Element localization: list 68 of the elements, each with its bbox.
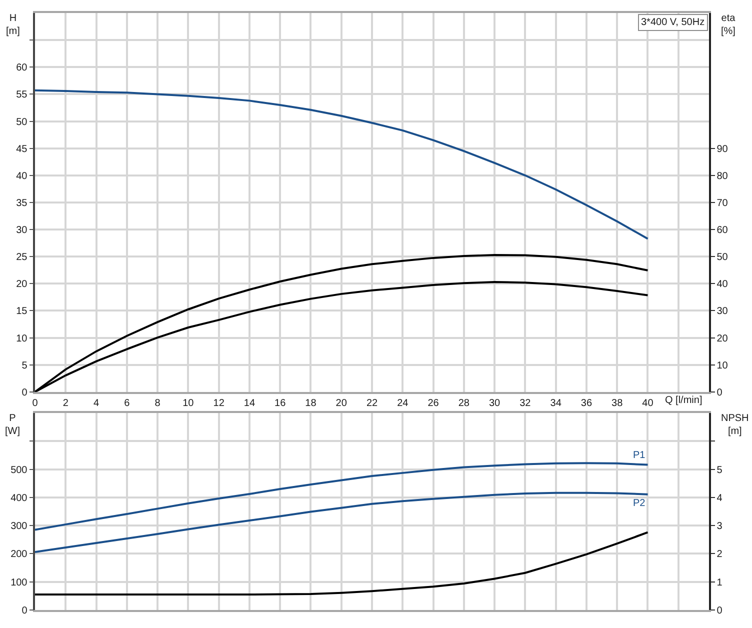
x-tick-label: 22 bbox=[366, 398, 378, 409]
x-tick-label: 24 bbox=[397, 398, 409, 409]
y-tick-label: 20 bbox=[16, 279, 28, 290]
y2-tick-label: 80 bbox=[716, 170, 728, 182]
y-tick-label: 30 bbox=[16, 225, 28, 236]
y-tick-label: 60 bbox=[16, 62, 28, 74]
x-tick-label: 34 bbox=[550, 398, 562, 409]
y-tick-label: 200 bbox=[10, 549, 28, 560]
y-tick-label: 50 bbox=[16, 116, 28, 128]
y-tick-label: 300 bbox=[10, 521, 28, 532]
y2-tick-label: 90 bbox=[716, 144, 728, 155]
x-tick-label: 16 bbox=[274, 398, 286, 409]
y-tick-label: 55 bbox=[16, 90, 28, 101]
x-tick-label: 32 bbox=[520, 398, 532, 409]
annotation: 3*400 V, 50Hz bbox=[641, 17, 705, 28]
y2-tick-label: 5 bbox=[716, 464, 723, 476]
x-tick-label: 0 bbox=[32, 398, 38, 409]
y2-tick-label: 50 bbox=[716, 252, 728, 264]
y-axis-title: H [m] bbox=[6, 13, 20, 37]
x-tick-label: 18 bbox=[305, 398, 317, 409]
line-series bbox=[35, 492, 649, 554]
y-tick-label: 15 bbox=[16, 306, 28, 318]
x-tick-label: 10 bbox=[182, 398, 194, 409]
y2-tick-label: 70 bbox=[716, 198, 728, 209]
y-tick-label: 100 bbox=[10, 577, 28, 588]
y2-tick-label: 30 bbox=[716, 306, 728, 318]
y-tick-label: 35 bbox=[16, 198, 28, 209]
y-tick-label: 45 bbox=[16, 144, 28, 155]
x-tick-label: 40 bbox=[642, 398, 654, 409]
line-series bbox=[35, 462, 649, 531]
x-axis-title: Q [l/min] bbox=[665, 395, 702, 406]
x-tick-label: 38 bbox=[612, 398, 624, 409]
x-tick-label: 2 bbox=[62, 398, 69, 409]
x-tick-label: 36 bbox=[580, 398, 592, 409]
y2-tick-label: 0 bbox=[716, 387, 723, 398]
y-tick-label: 0 bbox=[22, 387, 28, 398]
y2-tick-label: 20 bbox=[716, 333, 728, 344]
y2-tick-label: 60 bbox=[716, 225, 728, 236]
line-series bbox=[35, 89, 649, 240]
x-tick-label: 20 bbox=[336, 398, 348, 409]
x-tick-label: 26 bbox=[428, 398, 440, 409]
y-tick-label: 25 bbox=[16, 252, 28, 264]
y2-axis-title: NPSH [m] bbox=[721, 413, 749, 437]
y2-tick-label: 40 bbox=[716, 279, 728, 290]
y-tick-label: 5 bbox=[22, 360, 28, 372]
x-tick-label: 12 bbox=[213, 398, 225, 409]
y-tick-label: 500 bbox=[10, 464, 28, 476]
x-tick-label: 30 bbox=[488, 398, 501, 409]
y-tick-label: 40 bbox=[16, 170, 28, 182]
series-label: P1 bbox=[633, 450, 646, 461]
y-axis-title: P [W] bbox=[5, 413, 20, 437]
y-tick-label: 400 bbox=[10, 492, 28, 504]
y-tick-label: 0 bbox=[22, 606, 28, 616]
line-series bbox=[35, 531, 649, 596]
x-tick-label: 6 bbox=[124, 398, 130, 409]
y2-tick-label: 4 bbox=[716, 492, 723, 504]
y-tick-label: 10 bbox=[16, 333, 28, 344]
y2-axis-title: eta [%] bbox=[721, 13, 736, 37]
y2-tick-label: 3 bbox=[716, 521, 723, 532]
x-tick-label: 14 bbox=[244, 398, 256, 409]
y2-tick-label: 0 bbox=[716, 606, 723, 616]
x-tick-label: 4 bbox=[93, 398, 100, 409]
y2-tick-label: 10 bbox=[716, 360, 728, 372]
y2-tick-label: 1 bbox=[716, 577, 723, 588]
x-tick-label: 8 bbox=[154, 398, 161, 409]
series-label: P2 bbox=[633, 498, 646, 509]
y2-tick-label: 2 bbox=[716, 549, 723, 560]
x-tick-label: 28 bbox=[458, 398, 470, 409]
